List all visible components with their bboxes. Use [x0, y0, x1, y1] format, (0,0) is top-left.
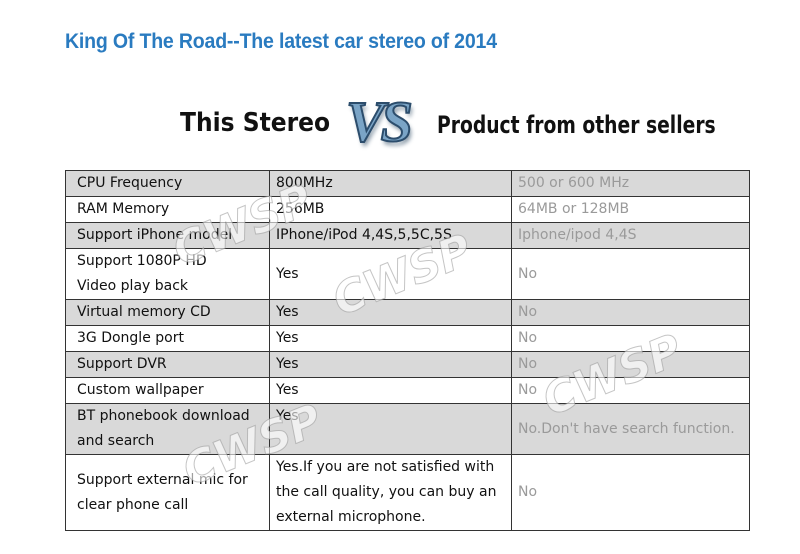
table-row: BT phonebook download and search Yes No.Do…: [65, 403, 750, 455]
table-cell: 500 or 600 MHz: [511, 170, 750, 197]
table-cell: No: [511, 299, 750, 326]
table-row: Virtual memory CD Yes No: [65, 299, 750, 326]
table-cell: Support iPhone model: [65, 222, 270, 249]
table-row: Support external mic for clear phone cal…: [65, 454, 750, 531]
table-cell: No.Don't have search function.: [511, 403, 750, 455]
table-row: Custom wallpaper Yes No: [65, 377, 750, 404]
left-heading: This Stereo: [180, 108, 331, 138]
table-cell: BT phonebook download and search: [65, 403, 270, 455]
table-cell: 800MHz: [269, 170, 512, 197]
table-row: Support 1080P HD Video play back Yes No: [65, 248, 750, 300]
table-cell: Virtual memory CD: [65, 299, 270, 326]
table-cell: Support 1080P HD Video play back: [65, 248, 270, 300]
table-cell: 3G Dongle port: [65, 325, 270, 352]
table-cell: 64MB or 128MB: [511, 196, 750, 223]
table-cell: 256MB: [269, 196, 512, 223]
table-cell: Yes.If you are not satisfied with the ca…: [269, 454, 512, 531]
comparison-table: CPU Frequency 800MHz 500 or 600 MHz RAM Mem…: [65, 170, 750, 531]
table-row: Support iPhone model IPhone/iPod 4,4S,5,5…: [65, 222, 750, 249]
table-row: RAM Memory 256MB 64MB or 128MB: [65, 196, 750, 223]
vs-logo: VS: [345, 88, 414, 155]
table-cell: No: [511, 351, 750, 378]
table-cell: Yes: [269, 325, 512, 352]
table-row: CPU Frequency 800MHz 500 or 600 MHz: [65, 170, 750, 197]
table-cell: IPhone/iPod 4,4S,5,5C,5S: [269, 222, 512, 249]
right-heading: Product from other sellers: [437, 111, 716, 139]
table-cell: Iphone/ipod 4,4S: [511, 222, 750, 249]
table-row: Support DVR Yes No: [65, 351, 750, 378]
table-cell: RAM Memory: [65, 196, 270, 223]
table-cell: Custom wallpaper: [65, 377, 270, 404]
table-row: 3G Dongle port Yes No: [65, 325, 750, 352]
table-cell: Yes: [269, 403, 512, 455]
title: King Of The Road--The latest car stereo …: [65, 30, 497, 53]
table-cell: No: [511, 325, 750, 352]
table-cell: Yes: [269, 377, 512, 404]
table-cell: Support external mic for clear phone cal…: [65, 454, 270, 531]
table-cell: No: [511, 454, 750, 531]
table-cell: Yes: [269, 351, 512, 378]
table-cell: Yes: [269, 248, 512, 300]
table-cell: No: [511, 377, 750, 404]
table-cell: No: [511, 248, 750, 300]
table-cell: Support DVR: [65, 351, 270, 378]
table-cell: CPU Frequency: [65, 170, 270, 197]
table-cell: Yes: [269, 299, 512, 326]
